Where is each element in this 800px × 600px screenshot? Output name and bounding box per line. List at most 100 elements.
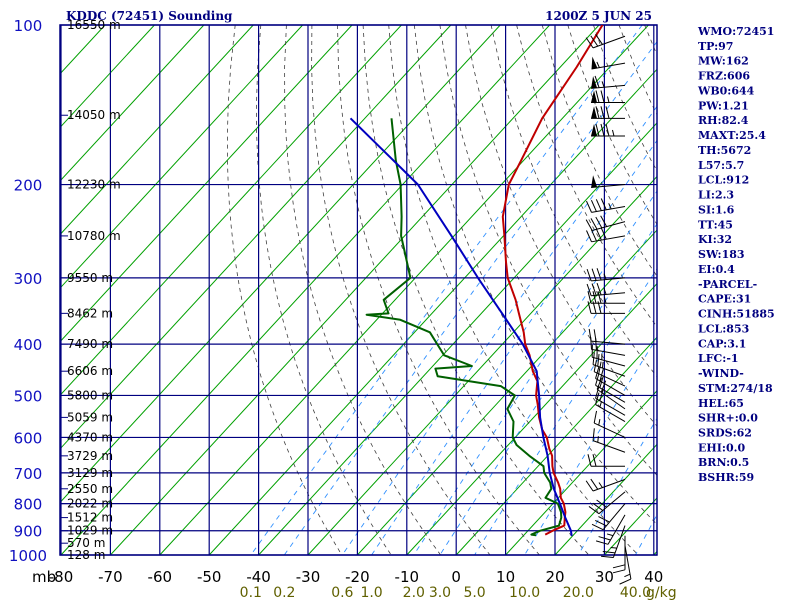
index-entry: EHI:0.0 bbox=[698, 441, 745, 454]
wind-barb bbox=[595, 514, 626, 545]
isotherm bbox=[60, 25, 452, 450]
wind-barb-shaft bbox=[592, 356, 626, 367]
wind-barb bbox=[619, 545, 632, 585]
index-entry: LCL:912 bbox=[698, 174, 749, 187]
wind-barb-full bbox=[595, 386, 600, 399]
height-label: 128 m bbox=[67, 548, 105, 562]
mixing-ratio-line bbox=[283, 40, 657, 556]
pressure-label: 700 bbox=[14, 465, 43, 483]
temperature-tick-label: 10 bbox=[496, 568, 515, 586]
wind-barb bbox=[593, 359, 626, 387]
wind-barb-full bbox=[592, 352, 595, 365]
wind-barb-full bbox=[595, 540, 609, 545]
mixing-ratio-label: 0.2 bbox=[273, 585, 295, 600]
wind-barb-full bbox=[596, 268, 602, 281]
wind-barb-shaft bbox=[591, 340, 626, 345]
index-entry: BSHR:59 bbox=[698, 471, 754, 484]
wind-barb-full bbox=[602, 551, 616, 554]
dry-adiabat bbox=[284, 25, 441, 556]
sounding-datetime: 1200Z 5 JUN 25 bbox=[545, 9, 652, 23]
wind-barb-full bbox=[599, 368, 604, 382]
temperature-tick-label: -30 bbox=[296, 568, 321, 586]
index-entry: SI:1.6 bbox=[698, 203, 735, 216]
wind-barb-full bbox=[597, 301, 602, 314]
wind-barb-full bbox=[595, 106, 600, 119]
wind-barb-shaft bbox=[593, 422, 626, 438]
wind-barb-shaft bbox=[591, 235, 626, 243]
mixing-ratio-line bbox=[474, 268, 657, 556]
height-label: 2022 m bbox=[67, 497, 113, 511]
wind-barb-full bbox=[598, 516, 610, 523]
index-entry: SW:183 bbox=[698, 248, 745, 261]
wind-barb-full bbox=[586, 230, 592, 243]
wind-barb-shaft bbox=[591, 62, 626, 70]
sounding-profiles bbox=[349, 25, 604, 537]
wind-barb-full bbox=[597, 353, 600, 367]
wind-barb bbox=[592, 352, 626, 377]
height-label: 16550 m bbox=[67, 18, 121, 32]
pressure-label: 1000 bbox=[9, 547, 47, 565]
mixing-ratio-unit-label: g/kg bbox=[646, 585, 677, 600]
wind-barb bbox=[591, 175, 626, 189]
wind-barb-half bbox=[599, 400, 603, 408]
isotherm bbox=[505, 390, 657, 556]
wind-barb bbox=[585, 478, 626, 492]
pressure-label: 500 bbox=[14, 387, 43, 405]
pressure-label: 400 bbox=[14, 336, 43, 354]
wind-barb-full bbox=[590, 337, 593, 350]
wind-barb-full bbox=[605, 123, 610, 137]
temperature-tick-label: -20 bbox=[345, 568, 370, 586]
mixing-ratio-label: 0.1 bbox=[240, 585, 262, 600]
index-entry: TT:45 bbox=[698, 218, 733, 231]
wind-barb-full bbox=[585, 37, 594, 49]
isotherm bbox=[357, 229, 657, 556]
wind-barb-half bbox=[598, 482, 603, 488]
index-entry: -WIND- bbox=[698, 367, 744, 380]
isotherm bbox=[60, 25, 205, 182]
wind-barb-half bbox=[603, 288, 607, 295]
isotherm bbox=[60, 25, 501, 504]
index-entry: WB0:644 bbox=[697, 84, 755, 97]
plot-border bbox=[59, 24, 658, 556]
wind-barb-full bbox=[587, 454, 592, 467]
dry-adiabat bbox=[362, 25, 590, 556]
pressure-label: 300 bbox=[14, 270, 43, 288]
mixing-ratio-line bbox=[371, 139, 657, 556]
temperature-tick-label: -10 bbox=[395, 568, 420, 586]
wind-barb bbox=[586, 198, 626, 213]
wind-barb-full bbox=[600, 123, 605, 137]
wind-barb-full bbox=[587, 301, 592, 314]
height-label: 2550 m bbox=[67, 482, 113, 496]
wind-barb-full bbox=[595, 373, 600, 386]
mixing-ratio-label: 5.0 bbox=[463, 585, 485, 600]
index-entry: LCL:853 bbox=[698, 322, 749, 335]
wind-barb-flag bbox=[591, 175, 598, 188]
wind-barb bbox=[591, 56, 626, 70]
index-entry: KI:32 bbox=[698, 233, 732, 246]
wind-barb-full bbox=[590, 200, 597, 212]
wind-barb-full bbox=[595, 33, 603, 45]
wind-barb-full bbox=[600, 198, 607, 210]
isotherm bbox=[406, 282, 657, 556]
mixing-ratio-lines bbox=[250, 25, 657, 556]
wind-barb-full bbox=[605, 106, 610, 119]
height-label: 8462 m bbox=[67, 306, 113, 320]
wind-barb-shaft bbox=[592, 440, 626, 453]
wind-barb-full bbox=[591, 268, 597, 281]
wind-barb-full bbox=[612, 564, 626, 569]
wind-barb-full bbox=[590, 229, 597, 242]
wind-barbs bbox=[585, 33, 632, 585]
height-label: 6606 m bbox=[67, 364, 113, 378]
wind-barb-half bbox=[604, 297, 607, 304]
height-label: 7490 m bbox=[67, 337, 113, 351]
temperature-tick-label: 40 bbox=[644, 568, 663, 586]
index-entry: LFC:-1 bbox=[698, 352, 739, 365]
plot-frame bbox=[59, 24, 658, 556]
index-entry: PW:1.21 bbox=[698, 99, 749, 112]
isotherm bbox=[110, 25, 600, 556]
wind-barb-full bbox=[588, 506, 600, 515]
wind-barb bbox=[591, 90, 625, 103]
wind-barb-shaft bbox=[592, 364, 626, 377]
